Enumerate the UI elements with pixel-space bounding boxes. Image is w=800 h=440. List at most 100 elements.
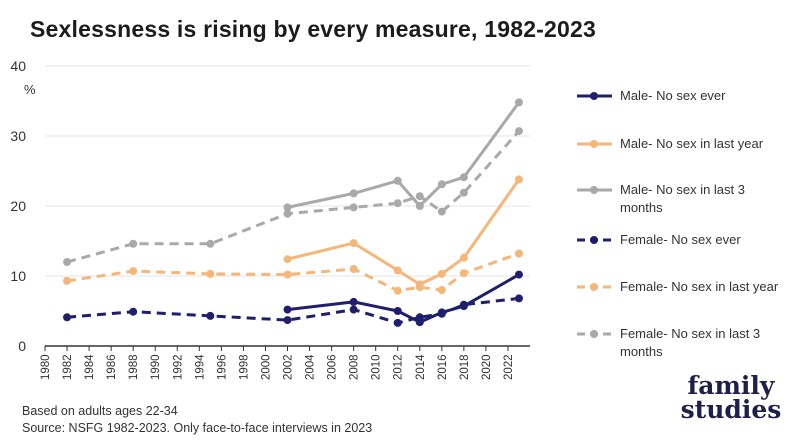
data-point: [415, 202, 424, 210]
data-point: [459, 300, 468, 309]
data-point: [514, 98, 523, 107]
data-point: [206, 311, 215, 320]
data-point: [206, 239, 215, 248]
x-tick-label: 2022: [503, 354, 515, 380]
y-axis-label: %: [24, 82, 36, 97]
x-tick-label: 1984: [84, 354, 96, 380]
data-point: [393, 199, 402, 208]
data-point: [283, 203, 292, 212]
data-point: [459, 173, 468, 182]
x-tick-label: 2016: [437, 354, 449, 380]
y-tick-label: 10: [10, 268, 26, 284]
data-point: [514, 270, 523, 279]
legend-label: Male- No sex in last 3: [620, 182, 745, 197]
x-tick-label: 2012: [393, 354, 405, 380]
x-tick-label: 1994: [194, 354, 206, 380]
data-point: [459, 269, 468, 278]
x-tick-label: 2008: [349, 354, 361, 380]
x-tick-label: 1998: [238, 354, 250, 380]
data-point: [63, 258, 72, 266]
legend-swatch-marker: [590, 236, 598, 244]
data-point: [206, 269, 215, 278]
data-point: [514, 294, 523, 303]
x-tick-label: 1982: [62, 354, 74, 380]
data-point: [514, 175, 523, 184]
series-line: [66, 296, 520, 325]
family-studies-logo: family studies: [676, 371, 786, 424]
series-line: [287, 101, 521, 209]
y-tick-label: 40: [10, 58, 26, 74]
legend-swatch-marker: [590, 186, 598, 194]
data-point: [129, 239, 138, 248]
series-line: [66, 252, 520, 293]
x-tick-label: 2002: [283, 354, 295, 380]
data-point: [393, 266, 402, 275]
data-point: [349, 203, 358, 212]
legend-label-continued: months: [620, 200, 663, 215]
legend-swatch-marker: [590, 283, 598, 291]
x-tick-label: 1986: [106, 354, 118, 380]
data-point: [283, 316, 292, 325]
x-tick-label: 1992: [172, 354, 184, 380]
legend-label: Male- No sex ever: [620, 88, 726, 103]
y-tick-label: 30: [10, 128, 26, 144]
legend-swatch-marker: [590, 140, 598, 148]
legend-label: Female- No sex in last year: [620, 279, 779, 294]
gridlines: [45, 65, 530, 277]
chart-title: Sexlessness is rising by every measure, …: [30, 16, 597, 42]
data-point: [514, 249, 523, 258]
data-point: [129, 267, 138, 276]
data-point: [283, 255, 292, 264]
data-point: [349, 305, 358, 314]
x-tick-label: 2000: [260, 354, 272, 380]
legend-label: Male- No sex in last year: [620, 136, 764, 151]
x-tick-label: 2020: [481, 354, 493, 380]
series: [63, 98, 523, 327]
legend: Male- No sex ever Male- No sex in last ye…: [577, 88, 779, 359]
legend-label: Female- No sex in last 3: [620, 326, 760, 341]
y-tick-label: 0: [18, 338, 26, 354]
data-point: [437, 309, 446, 318]
x-tick-label: 2006: [327, 354, 339, 380]
x-tick-label: 1988: [128, 354, 140, 380]
data-point: [349, 265, 358, 273]
data-point: [514, 127, 523, 136]
series-line: [287, 178, 521, 286]
data-point: [129, 307, 138, 316]
legend-swatch-marker: [590, 92, 598, 100]
series-line: [66, 130, 521, 264]
x-tick-label: 2014: [415, 354, 427, 380]
data-point: [349, 297, 358, 306]
axes: 0 10 20 30 40% 1980 1982 1984 1986 1988 1990 1992 19…: [10, 58, 530, 380]
x-tick-label: 2004: [305, 354, 317, 380]
data-point: [437, 207, 446, 216]
data-point: [459, 188, 468, 197]
data-point: [349, 189, 358, 198]
logo-line-2: studies: [680, 395, 782, 424]
data-point: [437, 286, 446, 294]
data-point: [437, 269, 446, 278]
y-tick-label: 20: [10, 198, 26, 214]
footnote-sample: Based on adults ages 22-34: [22, 404, 178, 418]
x-tick-label: 2018: [459, 354, 471, 380]
data-point: [283, 270, 292, 279]
data-point: [415, 192, 424, 201]
data-point: [415, 313, 424, 322]
data-point: [349, 239, 358, 248]
data-point: [459, 253, 468, 262]
data-point: [393, 176, 402, 185]
x-tick-label: 2010: [371, 354, 383, 380]
x-tick-label: 1980: [40, 354, 52, 380]
data-point: [393, 286, 402, 295]
data-point: [415, 283, 424, 292]
legend-label: Female- No sex ever: [620, 232, 741, 247]
legend-swatch-marker: [590, 330, 598, 338]
data-point: [283, 305, 292, 314]
data-point: [63, 276, 72, 285]
data-point: [63, 313, 72, 322]
data-point: [283, 209, 292, 218]
footnote-source: Source: NSFG 1982-2023. Only face-to-fac…: [22, 421, 373, 435]
x-tick-label: 1996: [216, 354, 228, 380]
logo-line-1: family: [687, 371, 775, 400]
